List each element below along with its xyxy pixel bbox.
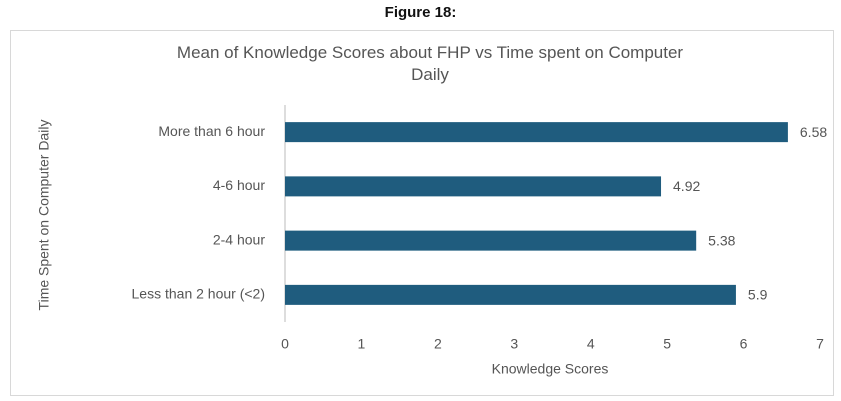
y-tick-label: Less than 2 hour (<2) bbox=[132, 286, 265, 302]
figure-label: Figure 18: bbox=[384, 4, 457, 21]
y-tick-label: 2-4 hour bbox=[213, 231, 265, 247]
x-tick-label: 1 bbox=[358, 336, 366, 352]
bar bbox=[285, 284, 736, 305]
bar bbox=[285, 230, 697, 251]
x-tick-label: 6 bbox=[740, 336, 748, 352]
x-tick-label: 2 bbox=[434, 336, 442, 352]
bar bbox=[285, 122, 788, 143]
y-axis-label: Time Spent on Computer Daily bbox=[36, 120, 52, 311]
value-label: 5.9 bbox=[748, 287, 768, 303]
x-tick-label: 0 bbox=[281, 336, 289, 352]
x-tick-label: 5 bbox=[663, 336, 671, 352]
x-tick-label: 4 bbox=[587, 336, 595, 352]
bar bbox=[285, 176, 662, 197]
value-label: 6.58 bbox=[800, 124, 827, 140]
x-tick-label: 7 bbox=[816, 336, 824, 352]
y-tick-label: 4-6 hour bbox=[213, 177, 265, 193]
y-tick-label: More than 6 hour bbox=[158, 123, 265, 139]
chart-frame bbox=[10, 30, 834, 396]
chart-title: Mean of Knowledge Scores about FHP vs Ti… bbox=[176, 43, 684, 84]
value-label: 4.92 bbox=[673, 178, 700, 194]
x-axis-label: Knowledge Scores bbox=[492, 361, 609, 377]
value-label: 5.38 bbox=[708, 232, 735, 248]
x-tick-label: 3 bbox=[510, 336, 518, 352]
